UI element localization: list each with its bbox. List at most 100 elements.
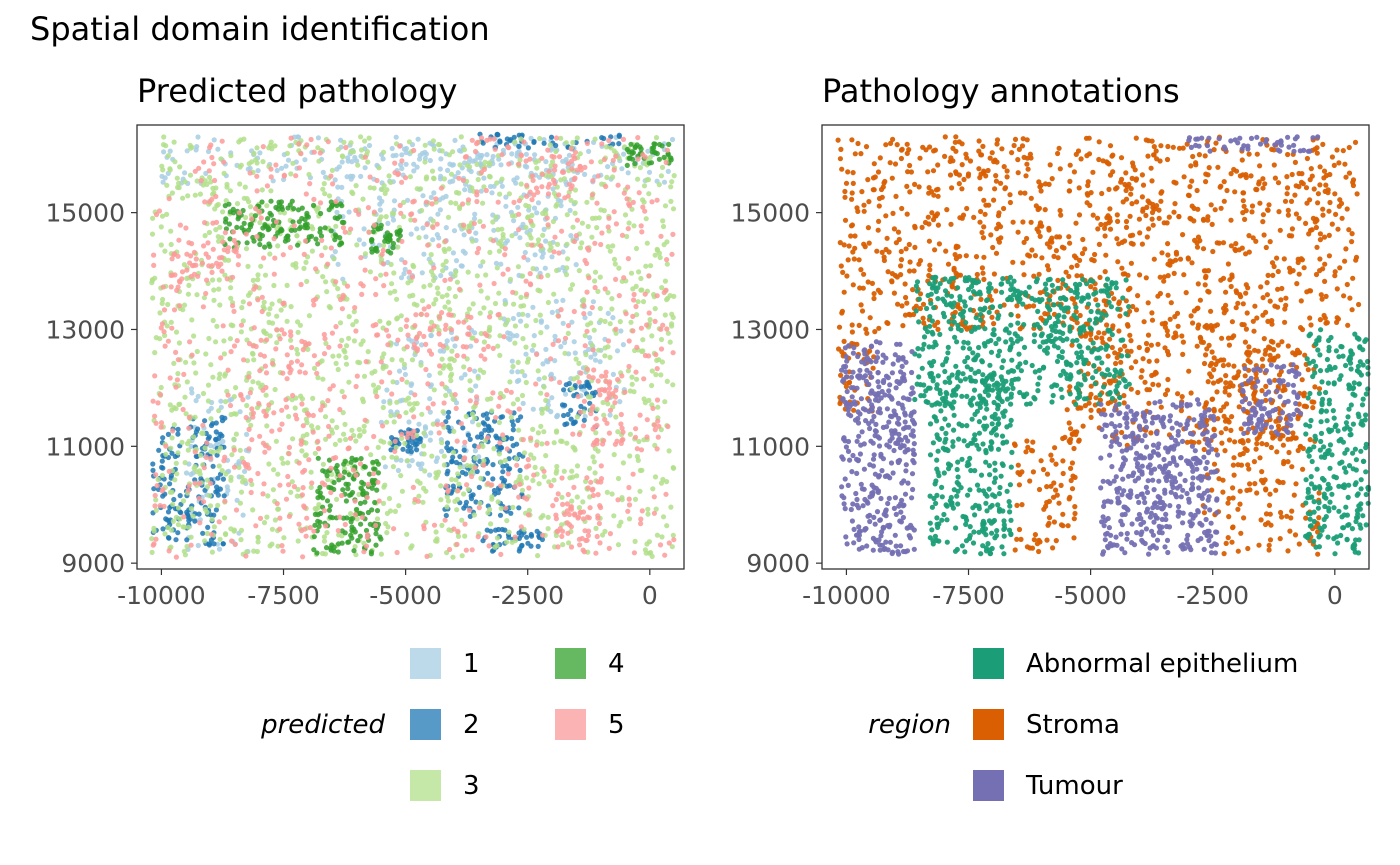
data-point xyxy=(654,293,660,299)
data-point xyxy=(190,434,197,440)
data-point xyxy=(457,464,463,470)
data-point xyxy=(586,346,592,352)
data-point xyxy=(581,297,587,303)
data-point xyxy=(477,310,483,316)
data-point xyxy=(160,435,166,441)
data-point xyxy=(1129,175,1135,181)
data-point xyxy=(399,357,405,363)
data-point xyxy=(203,251,209,257)
data-point xyxy=(525,145,532,151)
data-point xyxy=(357,432,363,438)
data-point xyxy=(463,499,469,505)
data-point xyxy=(540,250,546,256)
data-point xyxy=(317,519,323,525)
data-point xyxy=(277,336,283,342)
data-point xyxy=(657,254,663,261)
data-point xyxy=(383,327,390,333)
data-point xyxy=(271,271,277,277)
data-point xyxy=(357,533,363,539)
data-point xyxy=(401,271,407,277)
data-point xyxy=(662,399,668,405)
data-point xyxy=(1007,199,1014,206)
data-point xyxy=(168,241,174,248)
data-point xyxy=(594,437,600,444)
data-point xyxy=(266,445,272,451)
data-point xyxy=(838,146,844,152)
data-point xyxy=(549,395,555,401)
data-point xyxy=(316,523,322,530)
data-point xyxy=(493,527,499,533)
data-point xyxy=(393,455,400,461)
data-point xyxy=(592,240,598,246)
data-point xyxy=(572,511,578,517)
data-point xyxy=(592,424,598,430)
data-point xyxy=(524,496,530,502)
data-point xyxy=(1294,281,1300,287)
data-point xyxy=(264,514,270,520)
data-point xyxy=(306,313,312,319)
data-point xyxy=(204,440,210,446)
data-point xyxy=(994,141,1000,147)
data-point xyxy=(192,168,198,174)
data-point xyxy=(209,269,215,275)
data-point xyxy=(486,328,492,334)
data-point xyxy=(375,332,381,338)
data-point xyxy=(385,342,391,348)
data-point xyxy=(303,416,309,422)
data-point xyxy=(524,359,531,365)
data-point xyxy=(561,412,567,419)
data-point xyxy=(535,200,542,206)
data-point xyxy=(288,329,294,335)
data-point xyxy=(1337,265,1343,271)
data-point xyxy=(361,226,367,232)
data-point xyxy=(1015,229,1021,235)
data-point xyxy=(321,508,328,514)
data-point xyxy=(474,394,480,400)
data-point xyxy=(546,168,552,174)
data-point xyxy=(615,182,621,188)
data-point xyxy=(472,330,478,336)
data-point xyxy=(308,136,314,143)
data-point xyxy=(254,173,260,179)
data-point xyxy=(1133,307,1140,313)
data-point xyxy=(186,438,192,444)
data-point xyxy=(437,341,443,348)
data-point xyxy=(554,241,561,247)
data-point xyxy=(1096,156,1102,163)
data-point xyxy=(569,386,575,392)
data-point xyxy=(567,207,573,213)
data-point xyxy=(326,484,332,490)
data-point xyxy=(530,406,536,412)
data-point xyxy=(528,452,534,458)
data-point xyxy=(418,186,424,192)
data-point xyxy=(255,539,261,545)
data-point xyxy=(328,427,335,433)
data-point xyxy=(213,507,219,513)
data-point xyxy=(568,506,575,512)
data-point xyxy=(518,153,525,159)
data-point xyxy=(352,305,358,311)
data-point xyxy=(953,148,959,154)
data-point xyxy=(170,428,176,434)
data-point xyxy=(375,384,382,391)
data-point xyxy=(495,312,501,318)
data-point xyxy=(395,337,401,343)
data-point xyxy=(649,333,655,339)
data-point xyxy=(351,548,357,554)
data-point xyxy=(1326,253,1332,259)
data-point xyxy=(1135,293,1141,299)
data-point xyxy=(565,256,571,262)
data-point xyxy=(481,458,487,464)
data-point xyxy=(230,206,236,212)
data-point xyxy=(509,435,515,442)
data-point xyxy=(602,353,608,359)
data-point xyxy=(1279,285,1285,292)
data-point xyxy=(321,181,327,187)
data-point xyxy=(362,464,368,470)
data-point xyxy=(324,530,330,536)
data-point xyxy=(436,142,443,148)
data-point xyxy=(642,547,649,553)
data-point xyxy=(560,528,566,534)
data-point xyxy=(666,540,672,546)
data-point xyxy=(442,304,448,310)
